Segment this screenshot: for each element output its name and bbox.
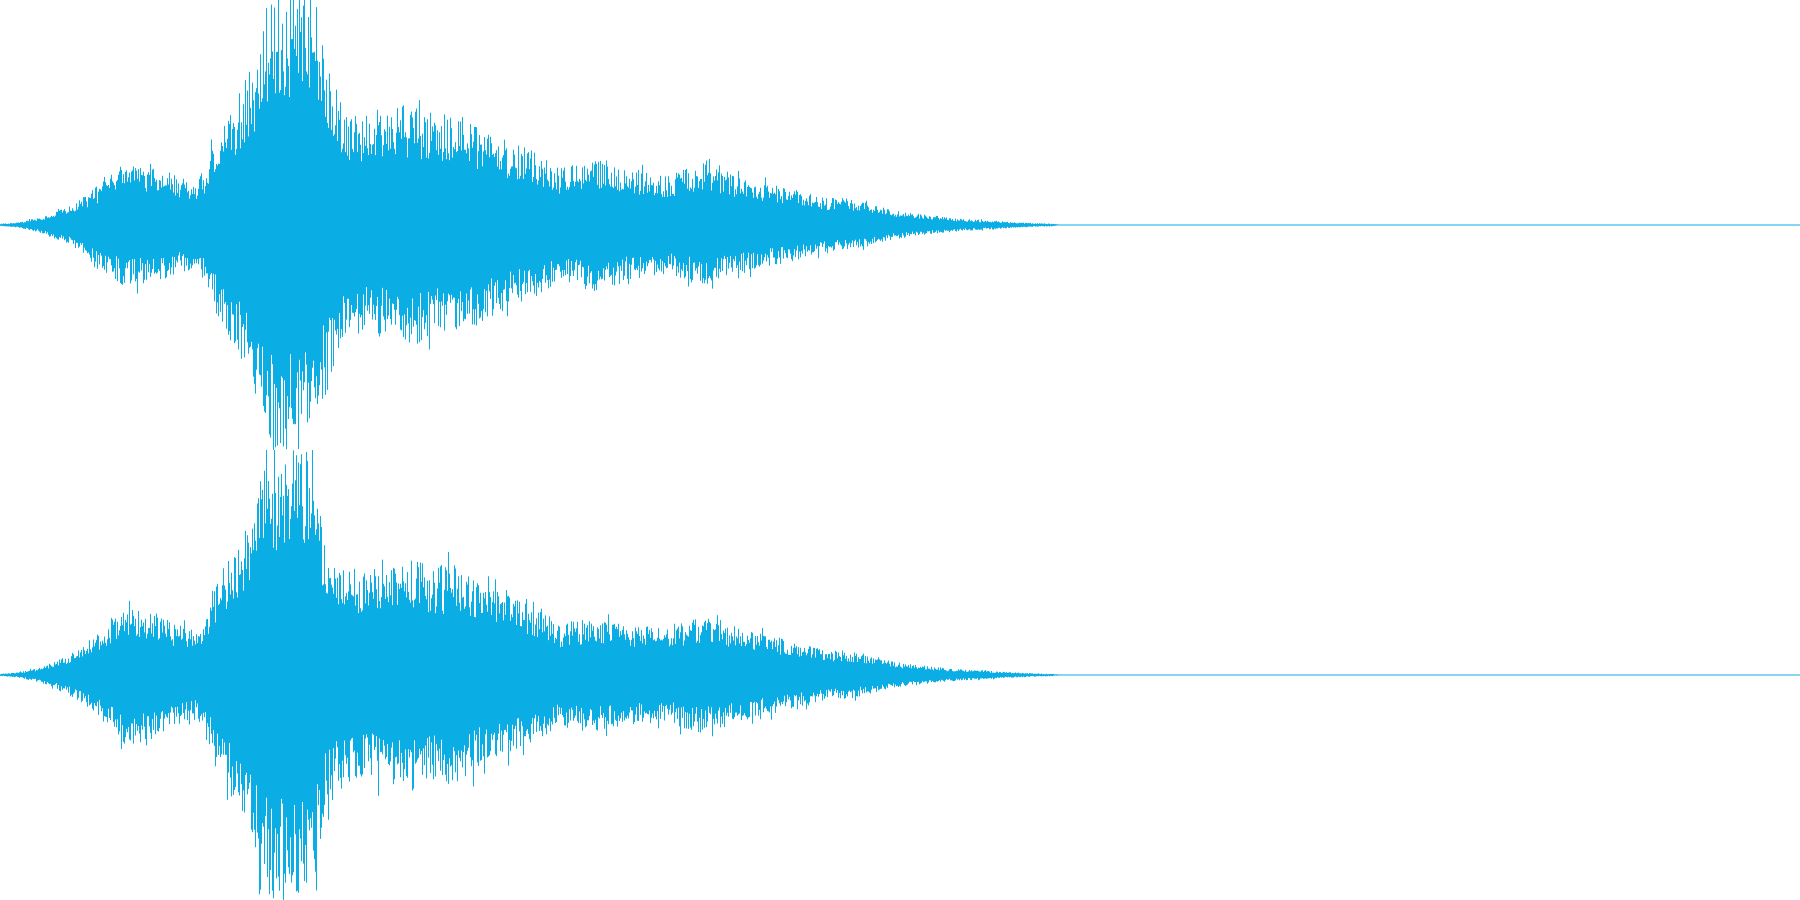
channel-1-waveform (0, 0, 1800, 450)
channel-2-waveform (0, 450, 1800, 900)
